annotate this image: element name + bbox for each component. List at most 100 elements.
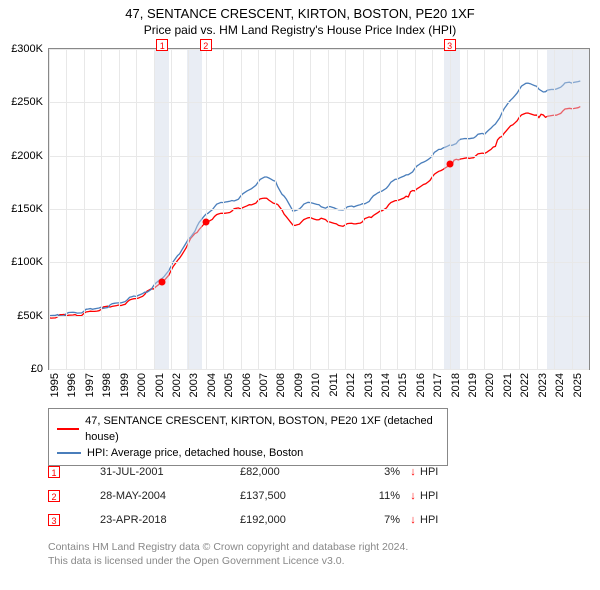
x-axis-tick-label: 2022 [519,373,531,397]
title-block: 47, SENTANCE CRESCENT, KIRTON, BOSTON, P… [0,0,600,37]
y-axis-tick-label: £150K [11,203,43,215]
y-axis-tick-label: £0 [31,363,43,375]
gridline-vertical [101,49,102,369]
x-axis-tick-label: 1995 [49,373,61,397]
x-axis-tick-label: 2024 [554,373,566,397]
chart-plot-area: £0£50K£100K£150K£200K£250K£300K199519961… [48,48,590,370]
chart-container: 47, SENTANCE CRESCENT, KIRTON, BOSTON, P… [0,0,600,590]
x-axis-tick-label: 1996 [66,373,78,397]
x-axis-tick-label: 2000 [136,373,148,397]
gridline-vertical [519,49,520,369]
gridline-vertical [363,49,364,369]
table-row: 323-APR-2018£192,0007%↓HPI [48,508,460,532]
legend-swatch [57,452,81,454]
down-arrow-icon: ↓ [406,490,420,502]
x-axis-tick-label: 2006 [241,373,253,397]
gridline-horizontal [49,156,589,157]
gridline-vertical [171,49,172,369]
footer-attribution: Contains HM Land Registry data © Crown c… [48,540,408,568]
down-arrow-icon: ↓ [406,466,420,478]
gridline-vertical [258,49,259,369]
gridline-vertical [223,49,224,369]
gridline-vertical [293,49,294,369]
gridline-vertical [380,49,381,369]
x-axis-tick-label: 2004 [206,373,218,397]
table-marker: 1 [48,466,60,478]
x-axis-tick-label: 2018 [450,373,462,397]
x-axis-tick-label: 2013 [363,373,375,397]
x-axis-tick-label: 1998 [101,373,113,397]
x-axis-tick-label: 2010 [310,373,322,397]
chart-marker-dot [159,278,166,285]
table-pct: 11% [350,490,400,502]
footer-line-2: This data is licensed under the Open Gov… [48,554,408,568]
gridline-vertical [206,49,207,369]
gridline-horizontal [49,102,589,103]
x-axis-tick-label: 1997 [84,373,96,397]
x-axis-tick-label: 2011 [328,373,340,397]
table-date: 28-MAY-2004 [100,490,240,502]
gridline-vertical [432,49,433,369]
gridline-vertical [450,49,451,369]
x-axis-tick-label: 2015 [397,373,409,397]
x-axis-tick-label: 2014 [380,373,392,397]
table-pct: 7% [350,514,400,526]
table-date: 31-JUL-2001 [100,466,240,478]
legend-swatch [57,428,79,430]
gridline-vertical [136,49,137,369]
gridline-vertical [84,49,85,369]
x-axis-tick-label: 2017 [432,373,444,397]
x-axis-tick-label: 2001 [154,373,166,397]
table-hpi-label: HPI [420,490,460,502]
gridline-vertical [188,49,189,369]
legend-item: HPI: Average price, detached house, Bost… [57,445,439,461]
gridline-horizontal [49,262,589,263]
x-axis-tick-label: 2016 [415,373,427,397]
table-row: 131-JUL-2001£82,0003%↓HPI [48,460,460,484]
gridline-vertical [572,49,573,369]
table-hpi-label: HPI [420,466,460,478]
transaction-table: 131-JUL-2001£82,0003%↓HPI228-MAY-2004£13… [48,460,460,532]
x-axis-tick-label: 1999 [119,373,131,397]
gridline-vertical [328,49,329,369]
table-date: 23-APR-2018 [100,514,240,526]
legend: 47, SENTANCE CRESCENT, KIRTON, BOSTON, P… [48,408,448,466]
gridline-vertical [275,49,276,369]
gridline-vertical [554,49,555,369]
y-axis-tick-label: £100K [11,256,43,268]
table-price: £192,000 [240,514,350,526]
gridline-vertical [397,49,398,369]
gridline-horizontal [49,316,589,317]
chart-title: 47, SENTANCE CRESCENT, KIRTON, BOSTON, P… [0,6,600,21]
table-price: £137,500 [240,490,350,502]
series-line [49,81,580,316]
gridline-vertical [49,49,50,369]
y-axis-tick-label: £200K [11,150,43,162]
gridline-vertical [66,49,67,369]
x-axis-tick-label: 2005 [223,373,235,397]
gridline-vertical [415,49,416,369]
x-axis-tick-label: 2023 [537,373,549,397]
series-line [49,107,580,319]
chart-subtitle: Price paid vs. HM Land Registry's House … [0,23,600,37]
x-axis-tick-label: 2020 [484,373,496,397]
x-axis-tick-label: 2002 [171,373,183,397]
table-marker: 3 [48,514,60,526]
table-pct: 3% [350,466,400,478]
gridline-horizontal [49,49,589,50]
x-axis-tick-label: 2012 [345,373,357,397]
x-axis-tick-label: 2008 [275,373,287,397]
gridline-vertical [154,49,155,369]
gridline-vertical [241,49,242,369]
x-axis-tick-label: 2021 [502,373,514,397]
gridline-horizontal [49,369,589,370]
gridline-vertical [467,49,468,369]
chart-marker-label: 3 [444,39,456,51]
footer-line-1: Contains HM Land Registry data © Crown c… [48,540,408,554]
legend-label: HPI: Average price, detached house, Bost… [87,445,303,461]
gridline-vertical [502,49,503,369]
gridline-vertical [119,49,120,369]
down-arrow-icon: ↓ [406,514,420,526]
chart-marker-label: 2 [200,39,212,51]
x-axis-tick-label: 2019 [467,373,479,397]
